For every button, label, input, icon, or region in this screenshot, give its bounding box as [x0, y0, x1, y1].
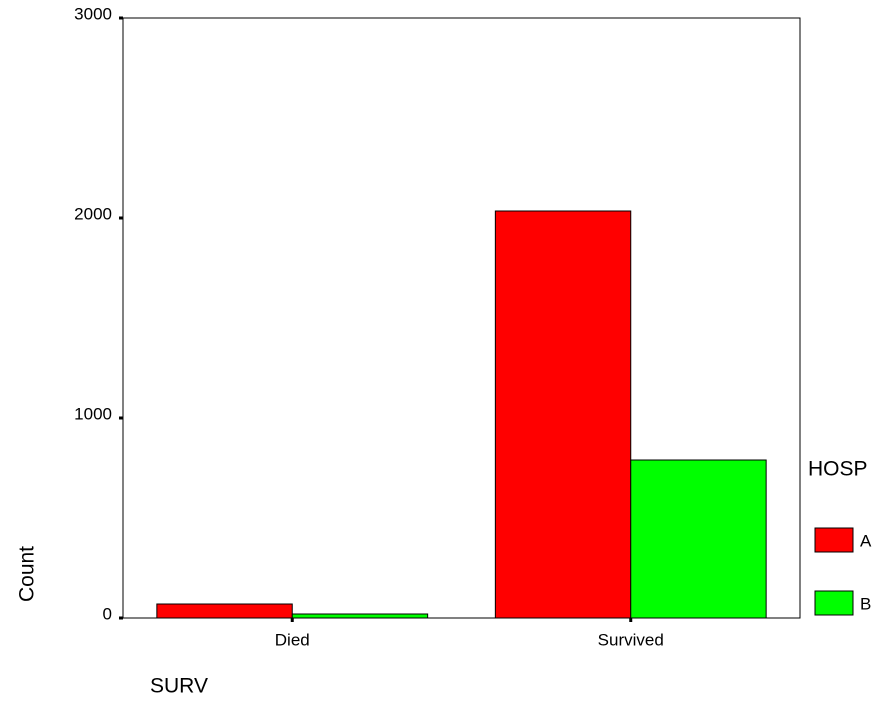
legend-label: A	[860, 531, 872, 550]
bar	[156, 603, 293, 619]
legend-label: B	[860, 594, 871, 613]
bar	[291, 613, 429, 619]
y-tick-label: 1000	[74, 404, 112, 423]
bar	[494, 210, 632, 619]
x-axis-label: SURV	[150, 675, 208, 698]
y-tick-label: 0	[103, 604, 112, 623]
legend-swatch	[814, 527, 854, 553]
y-tick-label: 2000	[74, 204, 112, 223]
y-axis-label: Count	[16, 546, 39, 602]
x-tick-label: Died	[275, 630, 310, 649]
legend-swatch	[814, 590, 854, 616]
y-tick-label: 3000	[74, 4, 112, 23]
bar	[630, 459, 767, 619]
plot-frame	[122, 17, 801, 619]
x-tick-label: Survived	[598, 630, 664, 649]
legend-title: HOSP	[808, 458, 868, 481]
